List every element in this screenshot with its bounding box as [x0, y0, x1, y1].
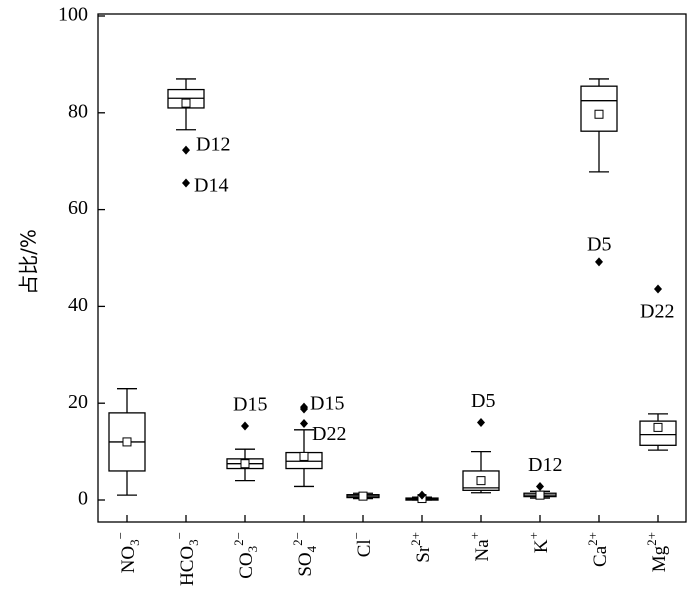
outlier-point	[418, 490, 426, 500]
x-tick-label: K+	[526, 532, 552, 553]
outlier-label: D15	[310, 393, 344, 415]
y-tick-label: 40	[68, 294, 88, 316]
outlier-label: D12	[196, 134, 230, 156]
box	[580, 85, 618, 132]
outlier-label: D22	[640, 301, 674, 323]
outlier-point	[300, 404, 308, 414]
plot-area: 0 20 40 60 80 100 NO3− HCO3− CO32− SO42− Cl− Sr2+ Na…	[58, 4, 687, 586]
plot-frame	[97, 13, 687, 523]
mean-marker	[299, 451, 309, 461]
x-tick-label: Sr2+	[408, 532, 434, 563]
mean-marker	[535, 490, 545, 500]
outlier-point	[241, 421, 249, 431]
mean-marker	[122, 437, 132, 447]
y-tick-label: 100	[58, 4, 88, 26]
outlier-label: D14	[194, 175, 228, 197]
mean-marker	[358, 491, 368, 501]
x-tick-label: Ca2+	[585, 532, 611, 567]
x-tick-label: Mg2+	[644, 532, 670, 572]
mean-marker	[181, 98, 191, 108]
outlier-point	[477, 418, 485, 428]
outlier-label: D15	[233, 394, 267, 416]
mean-marker	[240, 459, 250, 469]
outlier-label: D5	[471, 390, 495, 412]
y-tick-label: 20	[68, 391, 88, 413]
mean-marker	[653, 422, 663, 432]
outlier-label: D5	[587, 233, 611, 255]
outlier-point	[182, 145, 190, 155]
outlier-label: D12	[528, 454, 562, 476]
x-tick-label: SO42−	[290, 532, 319, 577]
x-tick-label: NO3−	[113, 532, 142, 573]
y-tick-label: 0	[78, 488, 88, 510]
x-tick-label: Cl−	[349, 532, 375, 557]
mean-marker	[594, 109, 604, 119]
outlier-label: D22	[312, 423, 346, 445]
y-tick-label: 60	[68, 197, 88, 219]
outlier-point	[654, 284, 662, 294]
x-tick-label: Na+	[467, 532, 493, 562]
outlier-point	[595, 257, 603, 267]
y-tick-label: 80	[68, 100, 88, 122]
mean-marker	[476, 476, 486, 486]
y-axis-title: 占比/%	[17, 229, 41, 295]
outlier-point	[300, 419, 308, 429]
outlier-point	[536, 481, 544, 491]
outlier-point	[182, 178, 190, 188]
x-tick-label: HCO3−	[172, 532, 201, 586]
x-tick-label: CO32−	[231, 532, 260, 579]
